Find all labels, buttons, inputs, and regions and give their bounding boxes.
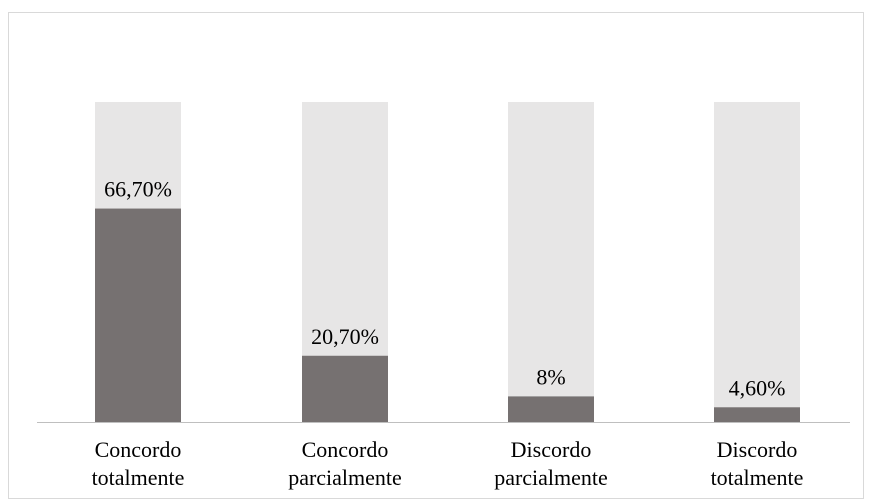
labels-layer: 66,70% 20,70% 8% 4,60% [104, 177, 785, 401]
category-label-2-line-1: Concordo [302, 437, 389, 462]
category-label-4-line-2: totalmente [711, 465, 804, 490]
data-label-1: 66,70% [104, 177, 172, 202]
category-label-2-line-2: parcialmente [288, 465, 402, 490]
data-label-3: 8% [536, 364, 565, 389]
bars-layer [95, 102, 800, 422]
bar-remainder-4 [714, 102, 800, 422]
category-labels: Concordo totalmente Concordo parcialmente Di… [92, 437, 804, 490]
bar-value-1 [95, 208, 181, 422]
category-label-3-line-2: parcialmente [494, 465, 608, 490]
data-label-4: 4,60% [729, 375, 786, 400]
data-label-2: 20,70% [311, 324, 379, 349]
category-label-3-line-1: Discordo [511, 437, 592, 462]
bar-value-4 [714, 407, 800, 422]
category-label-4-line-1: Discordo [717, 437, 798, 462]
category-label-1-line-1: Concordo [95, 437, 182, 462]
bar-value-2 [302, 355, 388, 422]
bar-value-3 [508, 396, 594, 422]
bar-remainder-3 [508, 102, 594, 422]
category-label-1-line-2: totalmente [92, 465, 185, 490]
